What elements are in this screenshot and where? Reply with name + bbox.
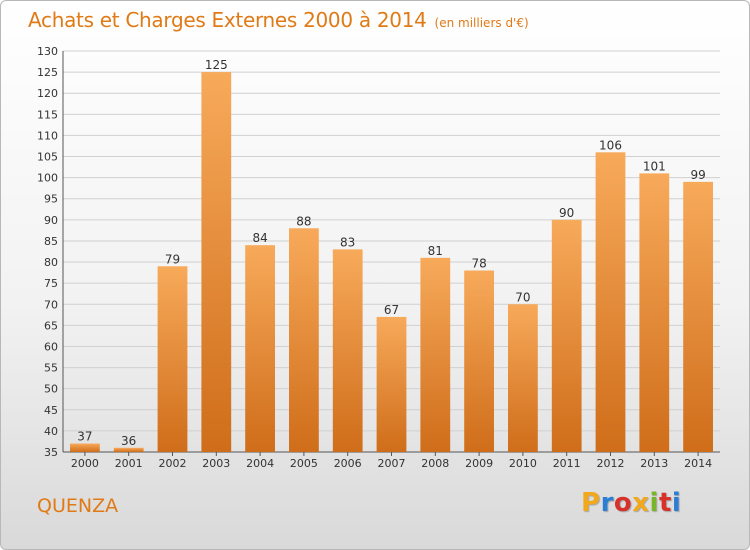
- y-tick-label: 130: [37, 45, 58, 58]
- x-tick-label-2013: 2013: [640, 457, 668, 470]
- chart-title: Achats et Charges Externes 2000 à 2014 (e…: [28, 8, 529, 32]
- logo-letter: P: [581, 488, 601, 518]
- y-tick-label: 80: [44, 256, 58, 269]
- data-label-2003: 125: [205, 58, 228, 72]
- chart-title-text: Achats et Charges Externes 2000 à 2014: [28, 8, 427, 32]
- bar-2011: [551, 219, 582, 452]
- x-tick-label-2010: 2010: [509, 457, 537, 470]
- bar-2003: [201, 72, 232, 453]
- logo-letter: x: [632, 488, 650, 518]
- data-label-2012: 106: [599, 138, 622, 152]
- x-tick-label-2007: 2007: [378, 457, 406, 470]
- bar-2005: [289, 228, 319, 452]
- y-tick-label: 100: [37, 172, 58, 185]
- bar-2014: [683, 181, 713, 452]
- data-label-2001: 36: [121, 434, 136, 448]
- data-label-2005: 88: [296, 214, 311, 228]
- bar-2008: [420, 257, 451, 452]
- data-label-2004: 84: [252, 231, 267, 245]
- x-tick-label-2006: 2006: [334, 457, 362, 470]
- x-tick-label-2011: 2011: [553, 457, 581, 470]
- y-tick-label: 85: [44, 235, 58, 248]
- x-tick-label-2002: 2002: [159, 457, 187, 470]
- y-tick-label: 45: [44, 404, 58, 417]
- bar-2001: [113, 447, 144, 452]
- y-tick-label: 60: [44, 340, 58, 353]
- x-tick-labels: 2000 2001 2002 2003 2004 2005 2006 2007 2008 2009…: [71, 452, 712, 470]
- bars: [70, 72, 713, 453]
- logo-letter: t: [658, 488, 672, 518]
- data-label-2010: 70: [515, 290, 530, 304]
- data-label-2002: 79: [165, 252, 180, 266]
- y-tick-label: 35: [44, 446, 58, 459]
- chart-subtitle: (en milliers d'€): [434, 16, 529, 30]
- y-tick-label: 65: [44, 319, 58, 332]
- x-tick-label-2003: 2003: [202, 457, 230, 470]
- logo-letter: o: [613, 488, 633, 518]
- bar-2009: [464, 270, 494, 452]
- x-tick-label-2014: 2014: [684, 457, 712, 470]
- x-tick-label-2012: 2012: [597, 457, 625, 470]
- logo-letter: r: [600, 488, 614, 518]
- logo-letter: i: [649, 488, 659, 518]
- y-tick-label: 110: [37, 129, 58, 142]
- bar-2002: [157, 266, 188, 452]
- data-label-2011: 90: [559, 206, 574, 220]
- data-label-2000: 37: [77, 430, 92, 444]
- x-tick-label-2005: 2005: [290, 457, 318, 470]
- y-tick-label: 120: [37, 87, 58, 100]
- y-tick-label: 125: [37, 66, 58, 79]
- bar-2004: [245, 245, 275, 452]
- bar-2006: [332, 249, 363, 452]
- data-label-2006: 83: [340, 235, 355, 249]
- y-tick-label: 75: [44, 277, 58, 290]
- data-label-2014: 99: [690, 168, 705, 182]
- y-tick-label: 40: [44, 425, 58, 438]
- y-tick-label: 105: [37, 151, 58, 164]
- logo-letter: i: [671, 488, 682, 518]
- bar-2012: [595, 152, 626, 452]
- data-label-2013: 101: [643, 159, 666, 173]
- data-label-2008: 81: [428, 244, 443, 258]
- bar-2007: [376, 316, 407, 452]
- bar-2013: [639, 173, 670, 452]
- y-tick-label: 50: [44, 383, 58, 396]
- proxiti-logo: Proxiti: [581, 488, 681, 518]
- y-tick-label: 115: [37, 108, 58, 121]
- y-tick-label: 70: [44, 298, 58, 311]
- y-tick-label: 95: [44, 193, 58, 206]
- town-name: QUENZA: [37, 495, 119, 517]
- y-tick-labels: 35 40 45 50 55 60 65 70 75 80 85 90 95 100 105 110 115 12…: [37, 45, 58, 459]
- y-tick-label: 55: [44, 362, 58, 375]
- bar-2000: [70, 443, 100, 452]
- x-tick-label-2001: 2001: [115, 457, 143, 470]
- x-tick-label-2000: 2000: [71, 457, 99, 470]
- y-tick-label: 90: [44, 214, 58, 227]
- bar-2010: [508, 304, 538, 452]
- x-tick-label-2008: 2008: [421, 457, 449, 470]
- x-tick-label-2009: 2009: [465, 457, 493, 470]
- data-label-2009: 78: [471, 256, 486, 270]
- data-label-2007: 67: [384, 303, 399, 317]
- x-tick-label-2004: 2004: [246, 457, 274, 470]
- data-labels: 37 36 79 125 84 88 83 67 81 78 70 90 106 101 99: [77, 58, 705, 448]
